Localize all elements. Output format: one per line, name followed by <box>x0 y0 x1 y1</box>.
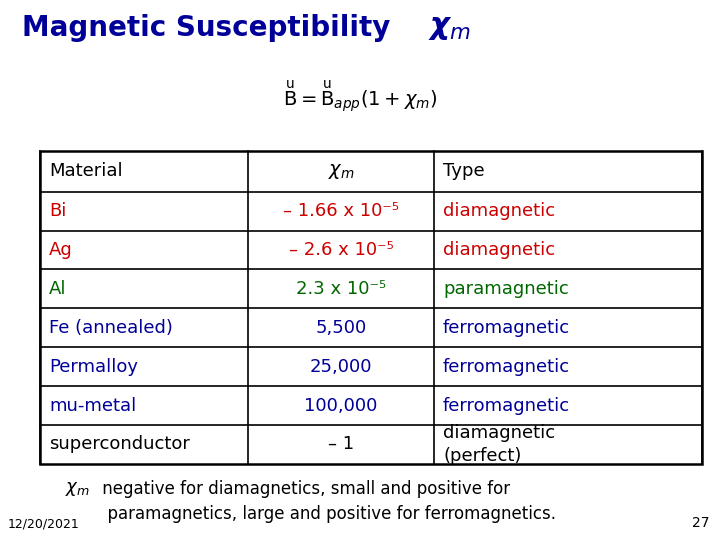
Text: 5,500: 5,500 <box>315 319 366 337</box>
Text: 27: 27 <box>692 516 709 530</box>
Bar <box>40 151 702 464</box>
Text: negative for diamagnetics, small and positive for
  paramagnetics, large and pos: negative for diamagnetics, small and pos… <box>97 480 557 523</box>
Text: Material: Material <box>49 163 122 180</box>
Text: ferromagnetic: ferromagnetic <box>443 357 570 376</box>
Text: superconductor: superconductor <box>49 435 190 454</box>
Text: 2.3 x 10⁻⁵: 2.3 x 10⁻⁵ <box>296 280 386 298</box>
Text: $\mathrm{\overset{u}{B}} = \mathrm{\overset{u}{B}}_{app}\left(1+\chi_m\right)$: $\mathrm{\overset{u}{B}} = \mathrm{\over… <box>283 78 437 114</box>
Text: 12/20/2021: 12/20/2021 <box>7 517 79 530</box>
Text: Type: Type <box>443 163 485 180</box>
Text: Bi: Bi <box>49 202 66 220</box>
Text: mu-metal: mu-metal <box>49 396 136 415</box>
Text: paramagnetic: paramagnetic <box>443 280 569 298</box>
Text: diamagnetic: diamagnetic <box>443 202 555 220</box>
Text: ferromagnetic: ferromagnetic <box>443 319 570 337</box>
Text: Ag: Ag <box>49 241 73 259</box>
Text: diamagnetic: diamagnetic <box>443 241 555 259</box>
Text: $\boldsymbol{\chi}_m$: $\boldsymbol{\chi}_m$ <box>428 14 471 43</box>
Text: 100,000: 100,000 <box>305 396 378 415</box>
Text: Magnetic Susceptibility: Magnetic Susceptibility <box>22 14 400 42</box>
Text: $\chi_m$: $\chi_m$ <box>328 162 354 181</box>
Text: – 2.6 x 10⁻⁵: – 2.6 x 10⁻⁵ <box>289 241 393 259</box>
Text: Permalloy: Permalloy <box>49 357 138 376</box>
Text: ferromagnetic: ferromagnetic <box>443 396 570 415</box>
Text: 25,000: 25,000 <box>310 357 372 376</box>
Text: – 1: – 1 <box>328 435 354 454</box>
Text: diamagnetic
(perfect): diamagnetic (perfect) <box>443 424 555 464</box>
Text: Al: Al <box>49 280 66 298</box>
Text: – 1.66 x 10⁻⁵: – 1.66 x 10⁻⁵ <box>283 202 399 220</box>
Text: $\chi_m$: $\chi_m$ <box>65 480 90 498</box>
Text: Fe (annealed): Fe (annealed) <box>49 319 173 337</box>
